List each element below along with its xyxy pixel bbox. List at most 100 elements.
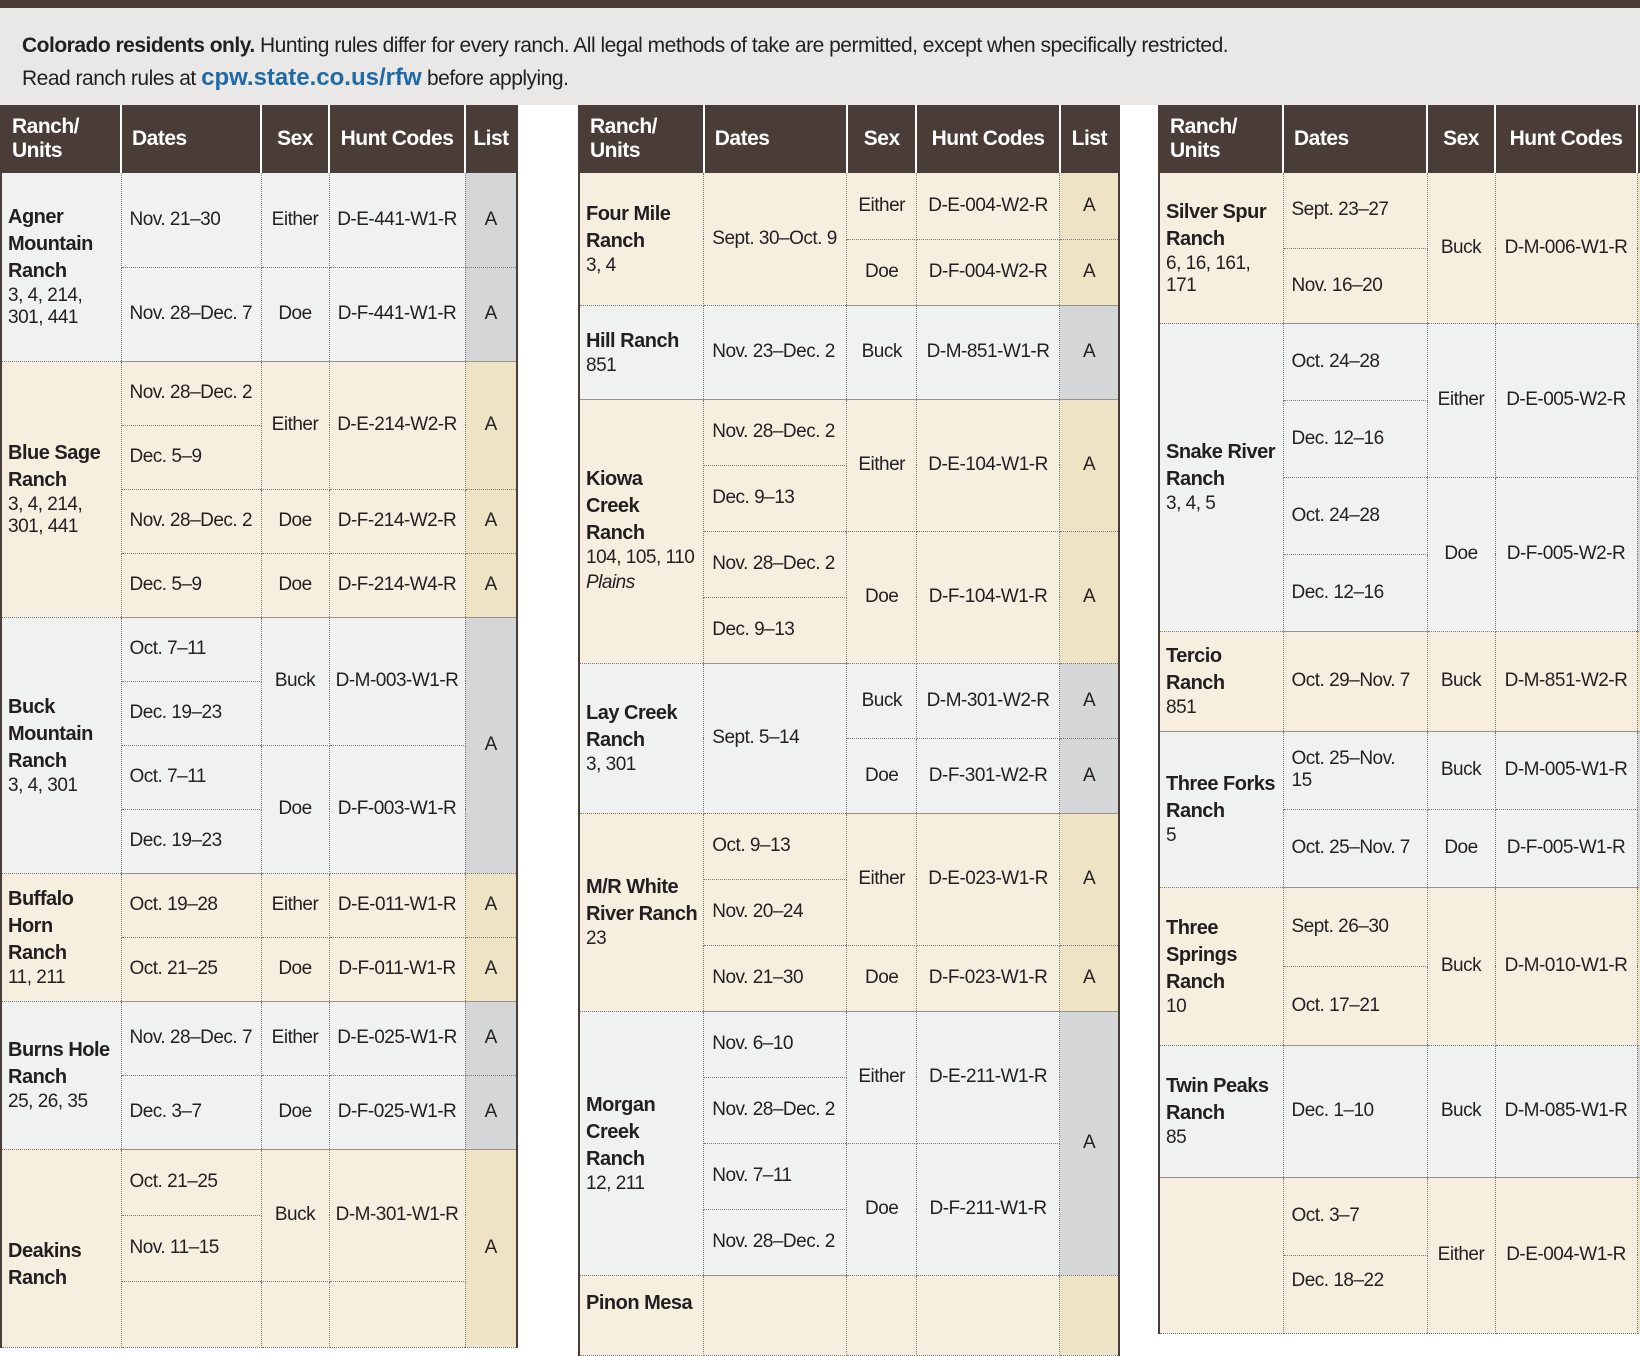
table-row: Nov. 28–Dec. 2 Doe D-F-214-W2-R A: [1, 489, 517, 554]
hunt-code-cell: D-M-006-W1-R: [1495, 173, 1638, 324]
dates-cell: Sept. 5–14: [703, 663, 848, 814]
hunt-code-cell: D-E-023-W1-R: [916, 813, 1061, 946]
hunt-code-cell: D-F-214-W2-R: [329, 489, 466, 554]
list-cell: A: [465, 1149, 517, 1348]
table-row: Oct. 25–Nov. 7 Doe D-F-005-W1-R: [1159, 809, 1640, 888]
table-row: Tercio Ranch 851 Oct. 29–Nov. 7 Buck D-M-…: [1159, 631, 1640, 732]
ranch-cell: Snake River Ranch 3, 4, 5: [1159, 323, 1284, 632]
dates-cell: Sept. 26–30: [1283, 887, 1428, 967]
sex-cell: Either: [846, 173, 917, 240]
table-row: Oct. 21–25 Doe D-F-011-W1-R A: [1, 937, 517, 1002]
ranch-table-1: Ranch/Units Dates Sex Hunt Codes List Ag…: [0, 105, 518, 1348]
dates-cell: Dec. 12–16: [1283, 400, 1428, 478]
rules-link[interactable]: cpw.state.co.us/rfw: [201, 64, 422, 91]
list-cell: A: [1059, 305, 1119, 400]
table-row: Dec. 12–16: [1159, 400, 1640, 478]
table-header-row: Ranch/Units Dates Sex Hunt Codes List: [1, 105, 517, 173]
hunt-code-cell: [329, 1281, 466, 1348]
hunt-code-cell: D-F-023-W1-R: [916, 945, 1061, 1012]
col-header-hunt-codes: Hunt Codes: [329, 105, 466, 173]
list-cell: [1637, 887, 1640, 1046]
dates-cell: Oct. 19–28: [121, 873, 262, 938]
hunt-code-cell: D-M-851-W2-R: [1495, 631, 1638, 732]
dates-cell: Nov. 28–Dec. 2: [703, 1209, 848, 1276]
rules-note: Hunting rules differ for every ranch. Al…: [260, 34, 1229, 57]
hunt-code-cell: D-F-005-W1-R: [1495, 809, 1638, 888]
dates-cell: Oct. 3–7: [1283, 1177, 1428, 1256]
list-cell: A: [465, 1001, 517, 1076]
hunt-code-cell: D-M-005-W1-R: [1495, 731, 1638, 810]
dates-cell: Nov. 11–15: [121, 1215, 262, 1282]
sex-cell: Buck: [261, 1149, 330, 1282]
morgan-creek-group: Morgan Creek Ranch 12, 211 Nov. 6–10 Eith…: [579, 1011, 1119, 1276]
ranch-cell: Tercio Ranch 851: [1159, 631, 1284, 732]
table-row: Dec. 3–7 Doe D-F-025-W1-R A: [1, 1075, 517, 1150]
dates-cell: Dec. 19–23: [121, 681, 262, 746]
col-header-ranch: Ranch/Units: [579, 105, 705, 173]
hunt-code-cell: [916, 1275, 1061, 1356]
ranch-cell: Three Forks Ranch 5: [1159, 731, 1284, 888]
list-cell: A: [1059, 531, 1119, 664]
dates-cell: Dec. 9–13: [703, 465, 848, 532]
table-row: Morgan Creek Ranch 12, 211 Nov. 6–10 Eith…: [579, 1011, 1119, 1276]
hunt-code-cell: D-E-004-W1-R: [1495, 1177, 1638, 1334]
col-header-list: [1637, 105, 1640, 173]
list-cell: A: [1059, 663, 1119, 739]
hunt-code-cell: D-E-211-W1-R: [916, 1011, 1061, 1144]
sex-cell: Doe: [846, 1143, 917, 1276]
list-cell: A: [1059, 399, 1119, 532]
before-applying-text: before applying.: [426, 67, 569, 90]
sex-cell: [261, 1281, 330, 1348]
residency-note: Colorado residents only.: [22, 34, 255, 57]
table-row: Nov. 21–30 Doe D-F-023-W1-R A: [579, 945, 1119, 1012]
burns-hole-group: Burns Hole Ranch 25, 26, 35 Nov. 28–Dec. …: [1, 1001, 517, 1150]
hunt-code-cell: D-E-011-W1-R: [329, 873, 466, 938]
list-cell: A: [1059, 813, 1119, 946]
hunt-code-cell: D-F-104-W1-R: [916, 531, 1061, 664]
table-row: Dec. 19–23: [1, 809, 517, 874]
table-row: Four Mile Ranch 3, 4 Sept. 30–Oct. 9 Eith…: [579, 173, 1119, 306]
ranch-cell: Buffalo Horn Ranch 11, 211: [1, 873, 122, 1002]
table-row: Twin Peaks Ranch 85 Dec. 1–10 Buck D-M-08…: [1159, 1045, 1640, 1178]
col-header-sex: Sex: [846, 105, 918, 173]
sex-cell: Doe: [261, 937, 330, 1002]
col-header-ranch: Ranch/Units: [1159, 105, 1284, 173]
table-row: Dec. 5–9 Doe D-F-214-W4-R A: [1, 553, 517, 618]
table-row: Oct. 17–21: [1159, 966, 1640, 1046]
dates-cell: Dec. 9–13: [703, 597, 848, 664]
sex-cell: Buck: [846, 305, 917, 400]
list-cell: [1637, 631, 1640, 732]
hunt-code-cell: D-M-851-W1-R: [916, 305, 1061, 400]
ranch-cell: Pinon Mesa: [579, 1275, 705, 1356]
mr-white-river-group: M/R White River Ranch 23 Oct. 9–13 Either…: [579, 813, 1119, 1012]
sex-cell: Buck: [846, 663, 917, 739]
buck-mountain-group: Buck Mountain Ranch 3, 4, 301 Oct. 7–11 B…: [1, 617, 517, 874]
dates-cell: Nov. 6–10: [703, 1011, 848, 1078]
col-header-sex: Sex: [261, 105, 330, 173]
table-row: Dec. 9–13: [579, 597, 1119, 664]
list-cell: [1637, 323, 1640, 632]
sex-cell: Buck: [1427, 173, 1496, 324]
ranch-cell: Burns Hole Ranch 25, 26, 35: [1, 1001, 122, 1150]
sex-cell: Doe: [846, 945, 917, 1012]
blue-sage-group: Blue Sage Ranch 3, 4, 214, 301, 441 Nov. …: [1, 361, 517, 618]
table-row: Lay Creek Ranch 3, 301 Sept. 5–14 Buck D-…: [579, 663, 1119, 814]
sex-cell: Doe: [1427, 477, 1496, 632]
dates-cell: Dec. 3–7: [121, 1075, 262, 1150]
ranch-cell: Silver Spur Ranch 6, 16, 161, 171: [1159, 173, 1284, 324]
list-cell: A: [1059, 173, 1119, 240]
table-header-row: Ranch/Units Dates Sex Hunt Codes List: [579, 105, 1119, 173]
col-header-dates: Dates: [1283, 105, 1428, 173]
dates-cell: Nov. 28–Dec. 2: [703, 399, 848, 466]
dates-cell: Oct. 25–Nov. 15: [1283, 731, 1428, 810]
dates-cell: [703, 1275, 848, 1356]
col-header-hunt-codes: Hunt Codes: [1495, 105, 1638, 173]
hunt-code-cell: D-E-004-W2-R: [916, 173, 1061, 240]
dates-cell: Sept. 23–27: [1283, 173, 1428, 249]
intro-note: Colorado residents only. Hunting rules d…: [0, 8, 1640, 105]
kiowa-creek-group: Kiowa Creek Ranch 104, 105, 110 Plains Nov…: [579, 399, 1119, 664]
list-cell: A: [465, 1075, 517, 1150]
read-rules-text: Read ranch rules at: [22, 67, 196, 90]
intro-line-2: Read ranch rules at cpw.state.co.us/rfw …: [22, 62, 1640, 95]
hill-ranch-group: Hill Ranch 851 Nov. 23–Dec. 2 Buck D-M-85…: [579, 305, 1119, 400]
